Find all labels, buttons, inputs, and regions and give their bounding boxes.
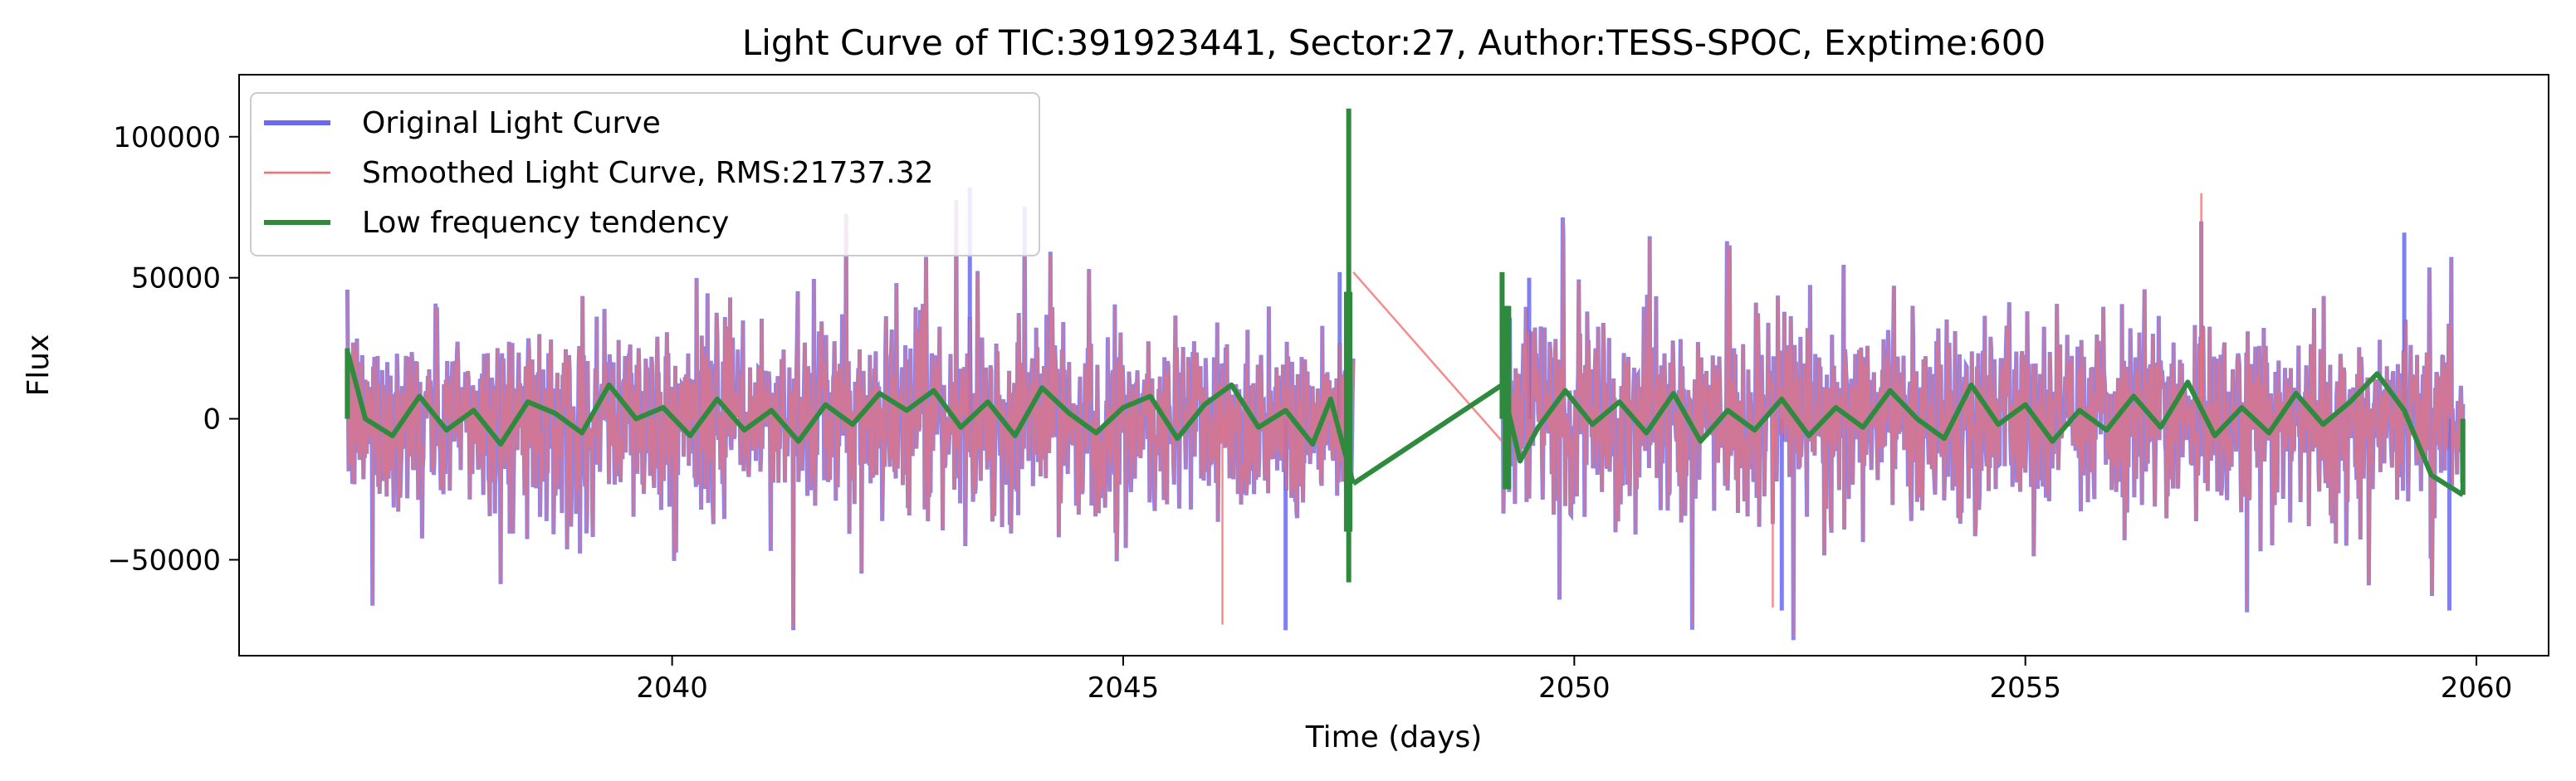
x-tick-label: 2050 [1538, 671, 1611, 705]
x-tick-label: 2045 [1088, 671, 1160, 705]
y-tick-label: 100000 [113, 121, 221, 154]
x-axis: 2040 2045 2050 2055 2060 [636, 656, 2512, 705]
series-tendency-line [345, 350, 1356, 485]
y-tick-label: 50000 [131, 262, 221, 295]
chart-title: Light Curve of TIC:391923441, Sector:27,… [742, 22, 2046, 63]
y-axis-label: Flux [22, 334, 56, 397]
y-tick-label: −50000 [107, 544, 221, 577]
plot-frame [238, 74, 2549, 657]
legend: Original Light Curve Smoothed Light Curv… [250, 92, 1040, 256]
series-tendency-gap-line [1352, 383, 1504, 486]
series-tendency-line [1499, 371, 2465, 497]
y-tick-label: 0 [203, 403, 221, 437]
x-axis-label: Time (days) [1305, 720, 1483, 754]
legend-label-original: Original Light Curve [362, 106, 661, 140]
legend-box [250, 92, 1040, 256]
x-tick-label: 2060 [2441, 671, 2513, 705]
x-tick-label: 2055 [1989, 671, 2061, 705]
series-layer [345, 108, 2466, 641]
series-smoothed-line [346, 203, 2465, 638]
legend-label-smoothed: Smoothed Light Curve, RMS:21737.32 [362, 156, 934, 190]
series-smoothed-gap-line [1352, 271, 1503, 442]
y-axis: −50000 0 50000 100000 [107, 121, 239, 577]
x-tick-label: 2040 [636, 671, 708, 705]
legend-label-tendency: Low frequency tendency [362, 206, 729, 240]
